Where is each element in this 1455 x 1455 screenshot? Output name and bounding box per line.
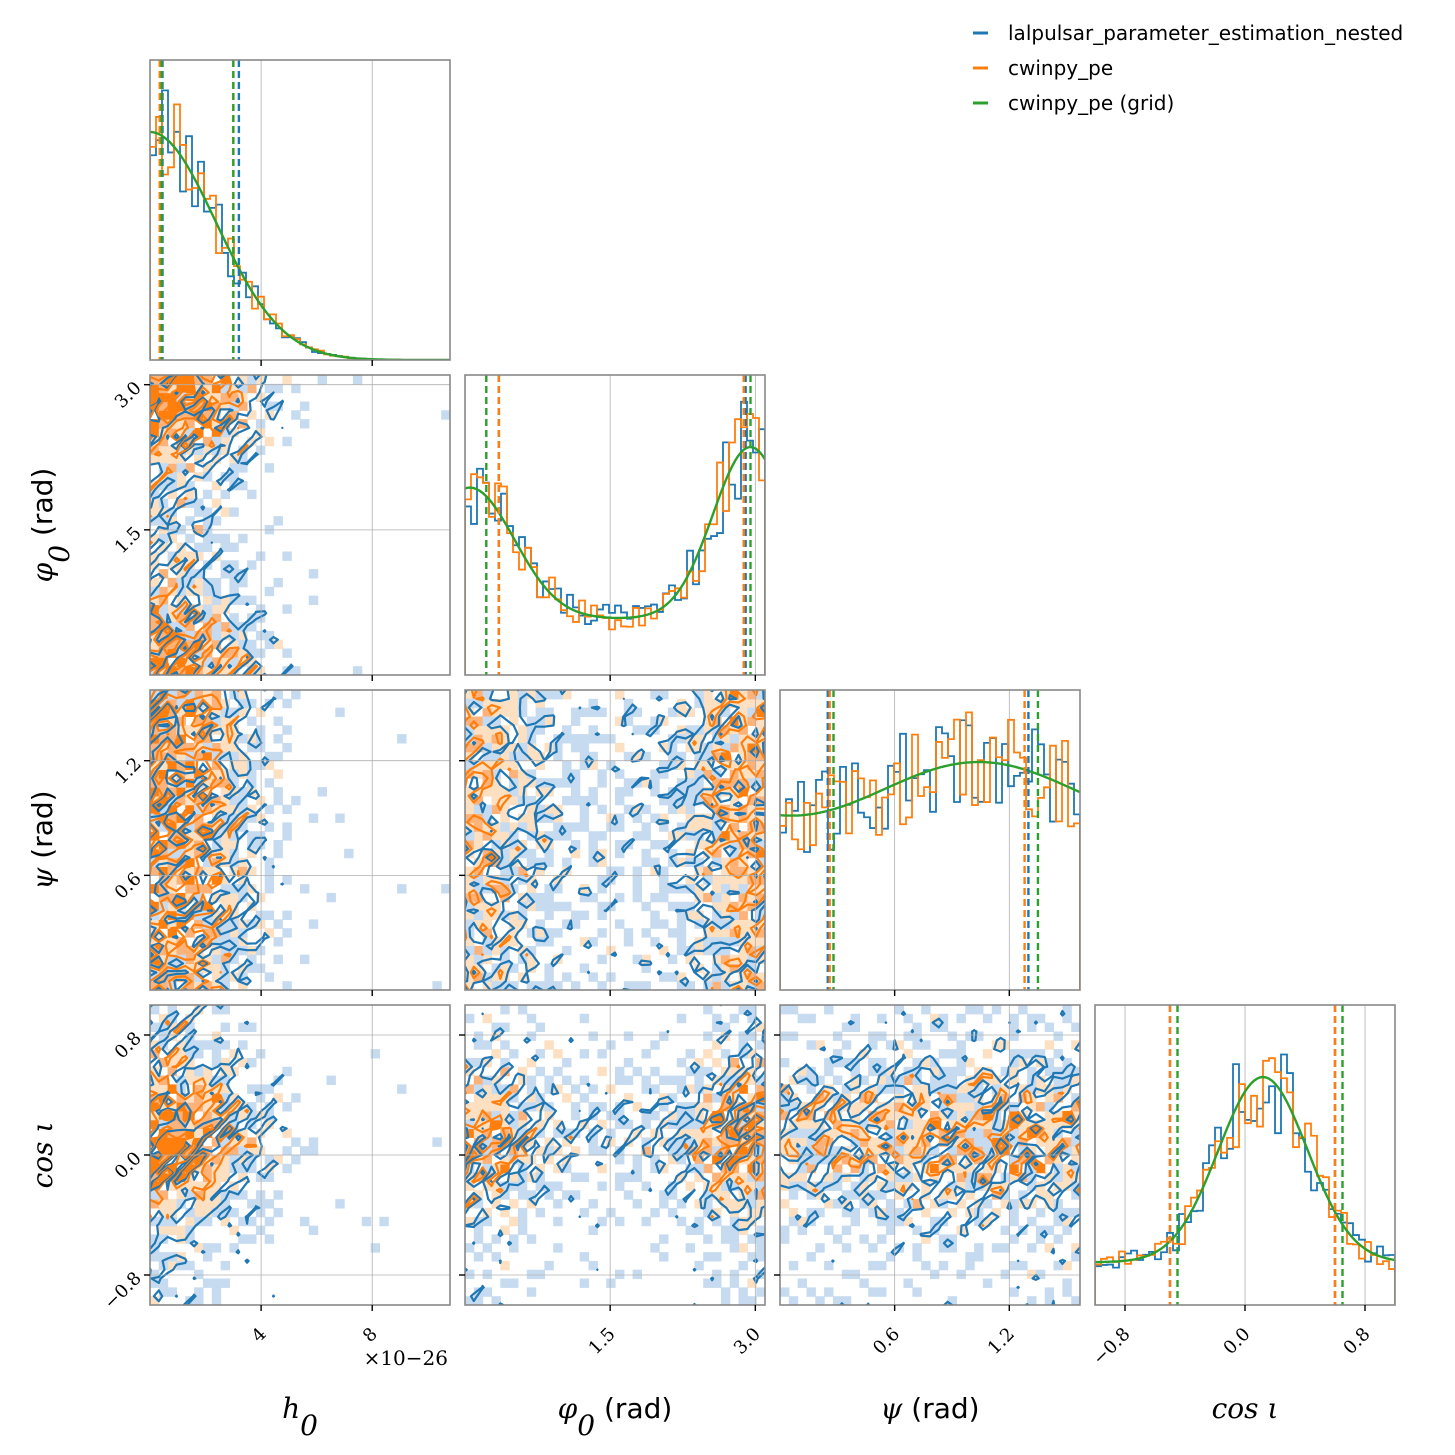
hist-lalpulsar-h0 [150,89,450,360]
y-tick-label-cosiota: 0.8 [111,1028,146,1063]
filled-contours-cwinpy [780,1013,1080,1280]
hist-lalpulsar-phi0 [465,400,765,675]
x-tick-label-psi: 1.2 [984,1324,1019,1359]
y-tick-label-phi0: 1.5 [111,523,146,558]
legend: lalpulsar_parameter_estimation_nestedcwi… [973,21,1403,115]
contour-lalpulsar-outer [150,1005,288,1305]
hist-cwinpy-psi [780,711,1080,990]
diag-panel-h0 [149,59,451,361]
contour-cwinpy-inner [150,375,223,675]
x-tick-label-h0: 4 [248,1324,271,1347]
legend-label: cwinpy_pe [1008,56,1113,80]
hist-lalpulsar-psi [780,719,1080,990]
y-axis-label-phi0: φ0 (rad) [26,468,76,583]
x-tick-label-cosiota: −0.8 [1089,1324,1135,1370]
hist-cwinpy-h0 [150,103,450,360]
contour-panel-cosiota-vs-psi [779,1004,1081,1306]
y-tick-label-phi0: 3.0 [111,378,146,413]
contour-panel-psi-vs-h0 [149,689,451,991]
panel-frame [149,689,451,991]
panel-frame [464,374,766,676]
legend-label: lalpulsar_parameter_estimation_nested [1008,21,1403,45]
filled-contours-cwinpy [465,690,765,990]
y-tick-label-psi: 0.6 [111,868,146,903]
contour-lalpulsar-inner [803,1096,1080,1192]
y-tick-label-cosiota: −0.8 [100,1268,146,1314]
contour-panel-psi-vs-phi0 [464,689,766,991]
x-tick-label-cosiota: 0.0 [1219,1324,1254,1359]
curve-grid-cosiota [1095,1075,1395,1264]
y-tick-label-cosiota: 0.0 [111,1148,146,1183]
contour-lalpulsar-outer [465,1005,765,1305]
panel-frame [149,59,451,361]
x-tick-label-phi0: 1.5 [585,1324,620,1359]
contour-lalpulsar-inner [465,694,765,990]
contour-cwinpy-outer [780,1072,1080,1227]
y-axis-label-psi: ψ (rad) [26,790,59,889]
filled-contours-lalpulsar [465,1005,765,1305]
diag-panel-phi0 [464,374,766,676]
x-exponent-h0: ×10−26 [364,1346,448,1370]
contour-cwinpy-outer [465,690,765,990]
x-tick-label-h0: 8 [359,1324,382,1347]
x-axis-label-phi0: φ0 (rad) [558,1392,673,1442]
hist-cwinpy-phi0 [465,412,765,675]
y-axis-label-cosiota: cos ι [26,1122,59,1189]
contour-lalpulsar-outer [780,1009,1080,1305]
x-tick-label-psi: 0.6 [869,1324,904,1359]
x-tick-label-phi0: 3.0 [730,1324,765,1359]
panel-frame [464,689,766,991]
curve-grid-phi0 [465,445,765,620]
contour-lalpulsar-inner [150,375,249,675]
diag-panel-cosiota [1094,1004,1396,1306]
x-tick-label-cosiota: 0.8 [1339,1324,1374,1359]
x-axis-label-psi: ψ (rad) [880,1392,979,1425]
contour-panel-cosiota-vs-h0 [149,1004,451,1306]
panel-frame [149,374,451,676]
contour-cwinpy-inner [805,1109,1040,1152]
curve-grid-psi [780,760,1080,817]
contour-lalpulsar-outer [465,690,765,990]
x-axis-label-cosiota: cos ι [1212,1392,1279,1425]
y-tick-label-psi: 1.2 [111,754,146,789]
contour-panel-phi0-vs-h0 [149,374,451,676]
hist-cwinpy-cosiota [1095,1057,1395,1305]
contour-cwinpy-outer [465,1063,765,1219]
contour-cwinpy-outer [150,690,250,990]
contour-lalpulsar-outer [150,690,284,990]
diag-panel-psi [779,689,1081,991]
x-axis-label-h0: h0 [282,1392,318,1442]
legend-label: cwinpy_pe (grid) [1008,91,1174,115]
contour-panel-cosiota-vs-phi0 [464,1004,766,1306]
contour-cwinpy-inner [150,697,210,983]
contour-lalpulsar-inner [150,690,223,990]
curve-grid-h0 [150,130,450,360]
panel-frame [779,689,1081,991]
